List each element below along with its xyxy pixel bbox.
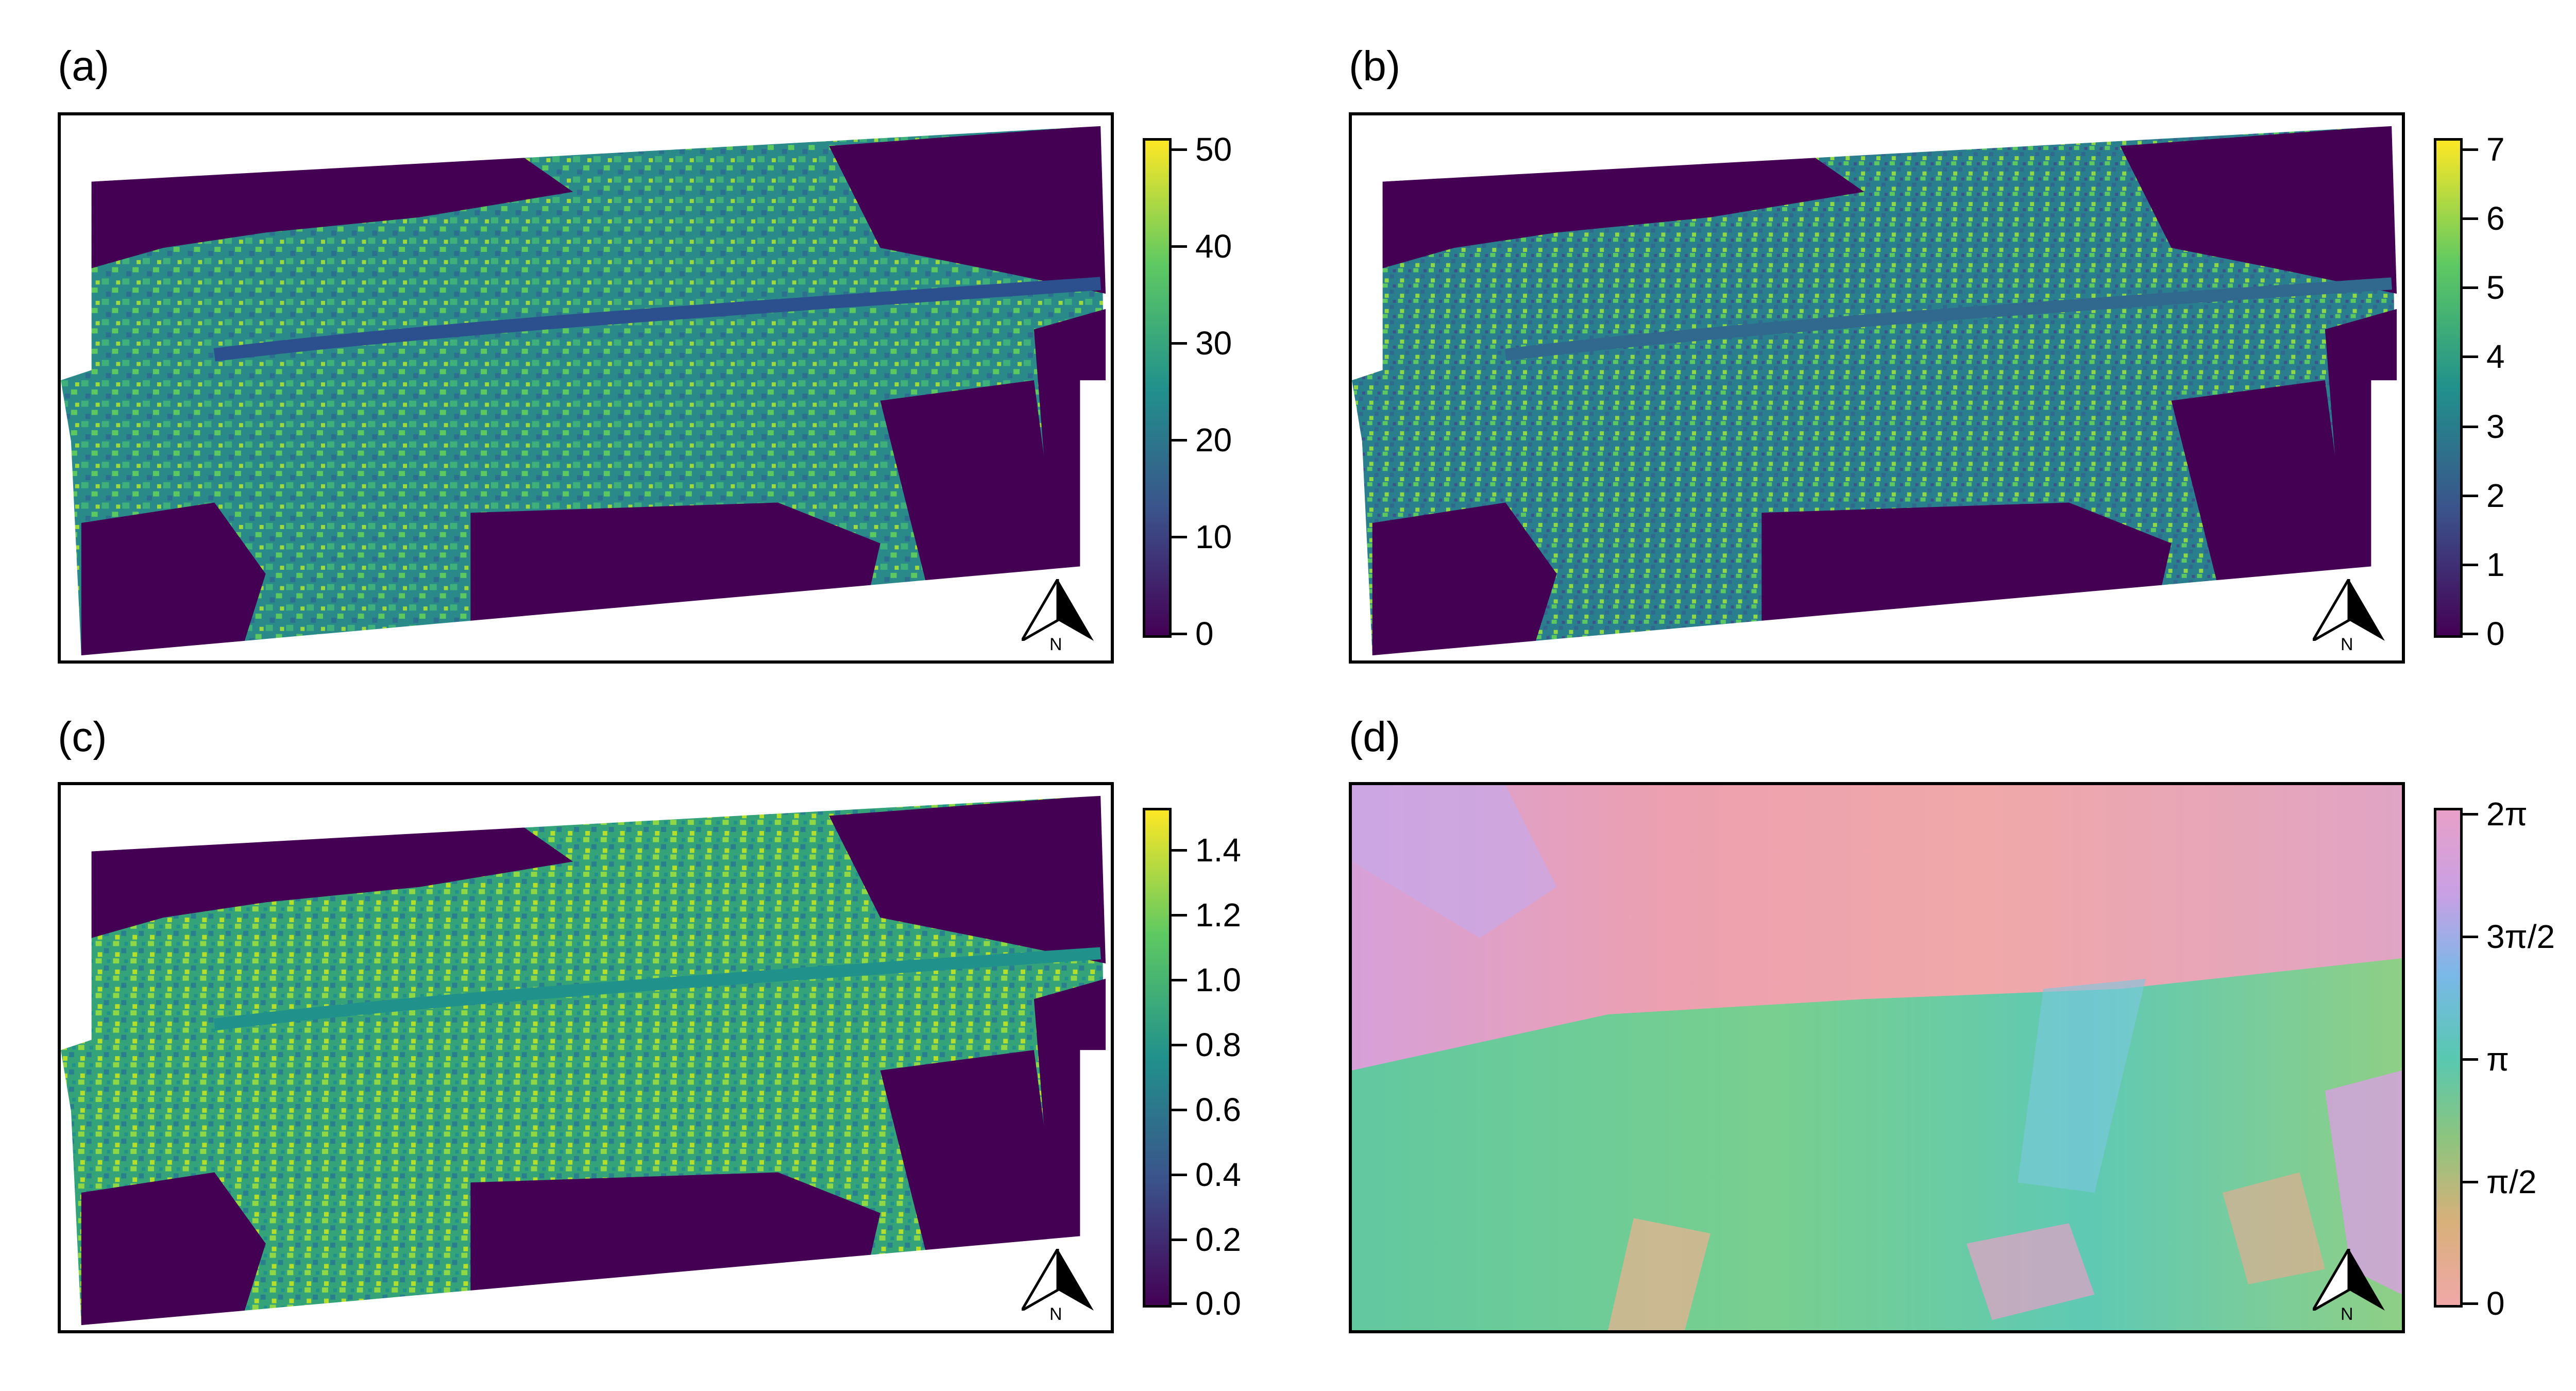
tick-label: 0.6 (1195, 1091, 1241, 1128)
map-image-a (61, 115, 1111, 660)
north-arrow-icon (1018, 574, 1094, 644)
north-label: N (1049, 1304, 1062, 1324)
tick-label: 6 (2486, 200, 2505, 237)
north-arrow-a: N (1018, 574, 1094, 656)
north-arrow-d: N (2309, 1244, 2385, 1326)
tick-label: 7 (2486, 131, 2505, 168)
tick-label: 0 (2486, 1285, 2505, 1322)
map-panel-c: N (58, 782, 1114, 1333)
tick-label: 40 (1195, 228, 1232, 265)
panel-label-b: (b) (1349, 43, 1401, 90)
north-arrow-b: N (2309, 574, 2385, 656)
map-image-c (61, 785, 1111, 1330)
tick-label: π/2 (2486, 1163, 2537, 1200)
tick-label: 2 (2486, 477, 2505, 514)
tick-label: 3 (2486, 408, 2505, 445)
north-arrow-c: N (1018, 1244, 1094, 1326)
map-panel-b: N (1349, 112, 2405, 664)
tick-label: 1.4 (1195, 832, 1241, 869)
tick-label: 50 (1195, 131, 1232, 168)
tick-label: 0 (2486, 615, 2505, 652)
tick-label: 3π/2 (2486, 918, 2555, 955)
panel-label-c: (c) (58, 714, 107, 760)
colorbar-c (1143, 808, 1172, 1308)
tick-label: 5 (2486, 269, 2505, 306)
tick-label: 30 (1195, 325, 1232, 362)
map-panel-d: N (1349, 782, 2405, 1333)
colorbar-d (2434, 808, 2463, 1308)
north-label: N (1049, 635, 1062, 654)
map-image-b (1352, 115, 2402, 660)
north-label: N (2341, 1304, 2353, 1324)
colorbar-b (2434, 138, 2463, 638)
tick-label: 4 (2486, 338, 2505, 375)
tick-label: 0.8 (1195, 1026, 1241, 1063)
tick-label: 0 (1195, 615, 1214, 652)
north-arrow-icon (1018, 1244, 1094, 1314)
tick-label: 0.2 (1195, 1221, 1241, 1258)
tick-label: 0.4 (1195, 1156, 1241, 1193)
north-arrow-icon (2309, 1244, 2385, 1314)
panel-label-d: (d) (1349, 714, 1401, 760)
tick-label: 1 (2486, 546, 2505, 583)
tick-label: 20 (1195, 421, 1232, 459)
map-image-d (1352, 785, 2402, 1330)
north-label: N (2341, 635, 2353, 654)
colorbar-a (1143, 138, 1172, 638)
tick-label: 0.0 (1195, 1285, 1241, 1322)
tick-label: 1.0 (1195, 961, 1241, 998)
panel-label-a: (a) (58, 43, 110, 90)
tick-label: 2π (2486, 795, 2528, 833)
tick-label: 1.2 (1195, 896, 1241, 934)
tick-label: π (2486, 1041, 2510, 1078)
tick-label: 10 (1195, 518, 1232, 555)
map-panel-a: N (58, 112, 1114, 664)
north-arrow-icon (2309, 574, 2385, 644)
